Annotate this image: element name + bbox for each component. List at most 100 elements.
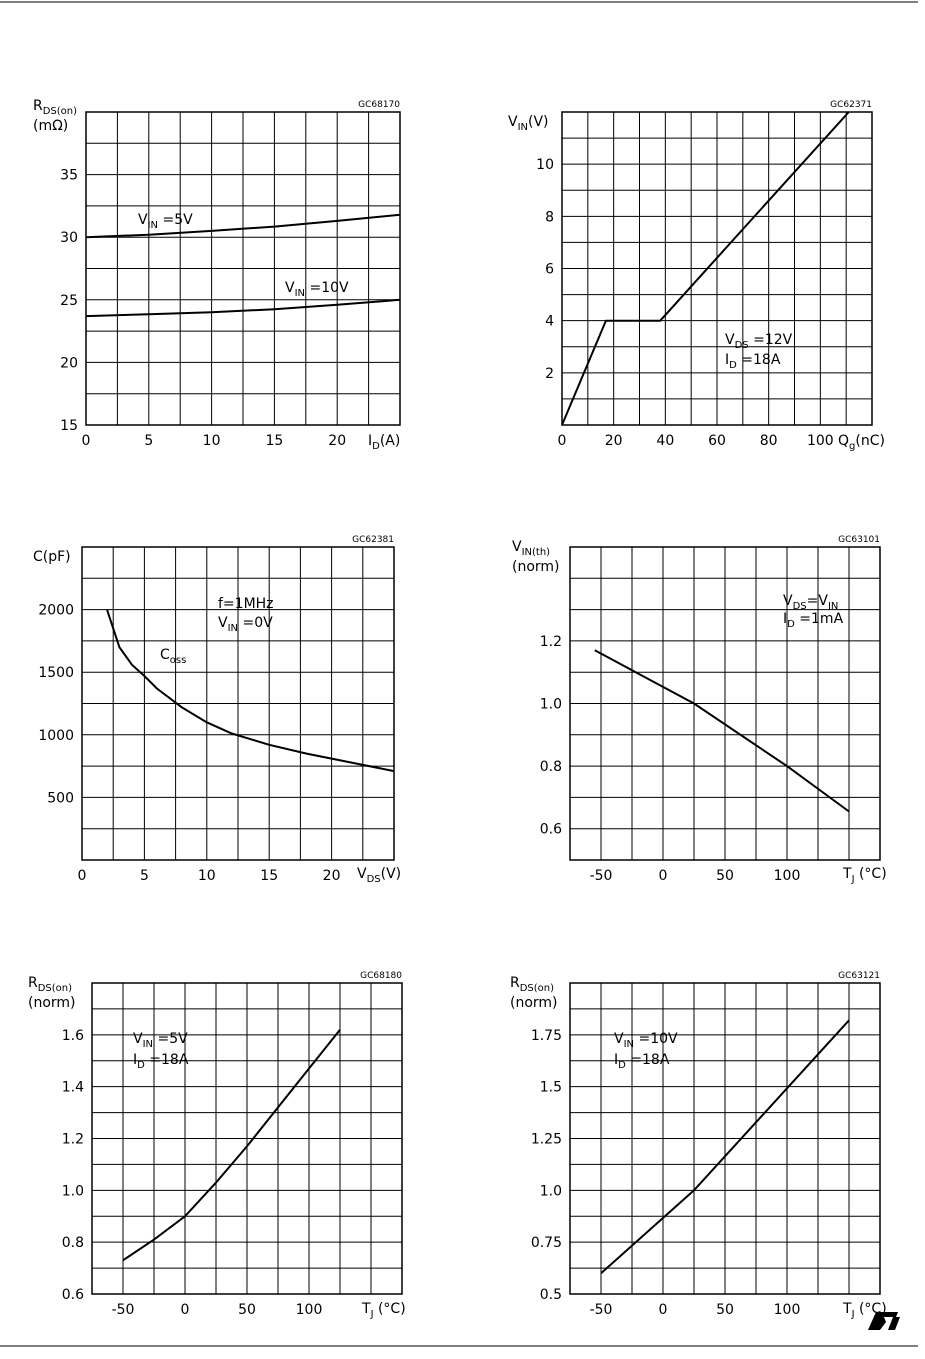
x-tick-label: 60 bbox=[708, 433, 726, 449]
y-tick-label: 1.0 bbox=[62, 1183, 84, 1199]
label-part: =12V bbox=[749, 332, 793, 348]
y-tick-label: 1.0 bbox=[540, 1183, 562, 1199]
y-tick-label: 2000 bbox=[38, 603, 74, 619]
subscript: J bbox=[851, 1309, 855, 1320]
subscript: DS bbox=[367, 874, 381, 885]
y-tick-label: 30 bbox=[60, 230, 78, 246]
annotation: VIN =5V bbox=[138, 212, 193, 231]
subscript: IN bbox=[148, 220, 158, 231]
label-part: =18A bbox=[145, 1052, 189, 1068]
x-axis-label: TJ (°C) bbox=[361, 1301, 406, 1320]
subscript: DS(on) bbox=[38, 983, 72, 994]
annotation: Coss bbox=[160, 647, 186, 666]
annotation: ID =18A bbox=[133, 1052, 189, 1071]
y-axis-label: VIN(V) bbox=[508, 114, 549, 133]
logo bbox=[868, 1312, 900, 1330]
label-part: (norm) bbox=[510, 995, 558, 1011]
subscript: D bbox=[372, 441, 380, 452]
y-tick-label: 1.6 bbox=[62, 1028, 84, 1044]
y-tick-label: 6 bbox=[545, 262, 554, 278]
x-tick-label: 50 bbox=[716, 868, 734, 884]
annotation: ID =18A bbox=[725, 352, 781, 371]
subscript: oss bbox=[170, 655, 187, 666]
y-axis-label: (mΩ) bbox=[33, 118, 68, 134]
x-tick-label: 0 bbox=[181, 1302, 190, 1318]
label-part: R bbox=[33, 98, 43, 114]
curve bbox=[122, 1029, 341, 1262]
label-part: (°C) bbox=[855, 866, 887, 882]
x-axis-label: TJ (°C) bbox=[842, 1301, 887, 1320]
x-tick-label: 0 bbox=[659, 868, 668, 884]
y-tick-label: 8 bbox=[545, 209, 554, 225]
y-axis-label: (norm) bbox=[512, 559, 560, 575]
x-tick-label: 100 bbox=[296, 1302, 323, 1318]
plot-frame bbox=[561, 111, 873, 426]
curve bbox=[600, 1019, 850, 1275]
subscript: D bbox=[787, 619, 795, 630]
y-tick-label: 500 bbox=[47, 790, 74, 806]
label-part: (°C) bbox=[855, 1301, 887, 1317]
annotation: f=1MHz bbox=[218, 596, 274, 612]
annotation: VDS=VIN bbox=[783, 593, 838, 612]
label-part: =5V bbox=[153, 1031, 188, 1047]
annotation: VIN =10V bbox=[614, 1031, 678, 1050]
y-axis-label: RDS(on) bbox=[510, 975, 554, 994]
x-axis-label: TJ (°C) bbox=[842, 866, 887, 885]
figure-code: GC63101 bbox=[838, 535, 880, 545]
label-part: (V) bbox=[381, 866, 402, 882]
label-part: (nC) bbox=[855, 433, 885, 449]
label-part: V bbox=[138, 212, 148, 228]
y-tick-label: 1000 bbox=[38, 728, 74, 744]
label-part: C(pF) bbox=[33, 549, 71, 565]
x-axis-label: Qg(nC) bbox=[838, 433, 885, 452]
x-tick-label: -50 bbox=[112, 1302, 135, 1318]
x-tick-label: 0 bbox=[659, 1302, 668, 1318]
x-tick-label: 0 bbox=[558, 433, 567, 449]
y-axis-label: RDS(on) bbox=[33, 98, 77, 117]
label-part: (norm) bbox=[28, 995, 76, 1011]
x-tick-label: 40 bbox=[656, 433, 674, 449]
label-part: =0V bbox=[238, 615, 273, 631]
label-part: V bbox=[285, 280, 295, 296]
label-part: =V bbox=[807, 593, 829, 609]
label-part: I bbox=[614, 1052, 618, 1068]
label-part: R bbox=[28, 975, 38, 991]
plot-frame bbox=[569, 982, 881, 1295]
label-part: (°C) bbox=[374, 1301, 406, 1317]
label-part: (norm) bbox=[512, 559, 560, 575]
x-tick-label: 20 bbox=[323, 868, 341, 884]
x-tick-label: 10 bbox=[198, 868, 216, 884]
annotation: VIN =5V bbox=[133, 1031, 188, 1050]
figure-code: GC68170 bbox=[358, 100, 400, 110]
label-part: f=1MHz bbox=[218, 596, 274, 612]
label-part: V bbox=[133, 1031, 143, 1047]
label-part: =10V bbox=[305, 280, 349, 296]
label-part: C bbox=[160, 647, 170, 663]
x-tick-label: 80 bbox=[760, 433, 778, 449]
y-tick-label: 0.6 bbox=[540, 822, 562, 838]
y-axis-label: (norm) bbox=[28, 995, 76, 1011]
label-part: I bbox=[783, 611, 787, 627]
subscript: J bbox=[851, 874, 855, 885]
x-tick-label: 100 bbox=[807, 433, 834, 449]
label-part: I bbox=[725, 352, 729, 368]
x-tick-label: 100 bbox=[774, 1302, 801, 1318]
y-axis-label: RDS(on) bbox=[28, 975, 72, 994]
y-tick-label: 1.0 bbox=[540, 697, 562, 713]
subscript: DS(on) bbox=[520, 983, 554, 994]
curve bbox=[106, 609, 395, 773]
label-part: V bbox=[783, 593, 793, 609]
label-part: T bbox=[361, 1301, 371, 1317]
figure-code: GC63121 bbox=[838, 971, 880, 981]
y-axis-label: (norm) bbox=[510, 995, 558, 1011]
curve bbox=[561, 111, 850, 426]
figure-code: GC62371 bbox=[830, 100, 872, 110]
x-axis-label: ID(A) bbox=[368, 433, 400, 452]
x-tick-label: 15 bbox=[260, 868, 278, 884]
label-part: T bbox=[842, 1301, 852, 1317]
label-part: =18A bbox=[737, 352, 781, 368]
subscript: IN bbox=[518, 122, 528, 133]
subscript: g bbox=[849, 441, 855, 452]
label-part: I bbox=[133, 1052, 137, 1068]
x-tick-label: 0 bbox=[82, 433, 91, 449]
